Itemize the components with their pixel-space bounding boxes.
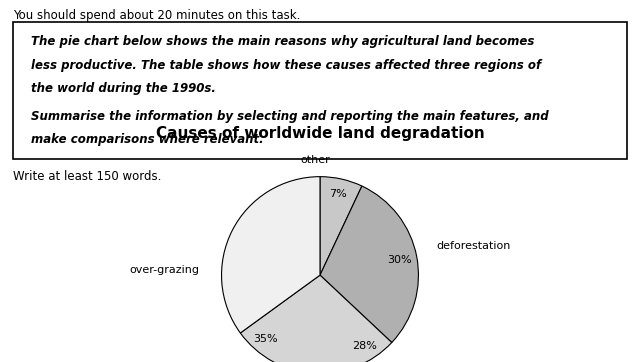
Wedge shape — [320, 186, 419, 342]
Text: deforestation: deforestation — [436, 241, 511, 251]
Text: other: other — [300, 155, 330, 165]
Text: make comparisons where relevant.: make comparisons where relevant. — [31, 133, 264, 146]
Title: Causes of worldwide land degradation: Causes of worldwide land degradation — [156, 126, 484, 141]
Text: 7%: 7% — [329, 189, 347, 199]
Wedge shape — [221, 177, 320, 333]
Text: 35%: 35% — [253, 334, 278, 344]
Text: Summarise the information by selecting and reporting the main features, and: Summarise the information by selecting a… — [31, 110, 549, 123]
Text: 30%: 30% — [387, 255, 412, 265]
Text: the world during the 1990s.: the world during the 1990s. — [31, 82, 216, 95]
Text: Write at least 150 words.: Write at least 150 words. — [13, 170, 161, 183]
Wedge shape — [241, 275, 392, 362]
Text: 28%: 28% — [352, 341, 377, 351]
Text: You should spend about 20 minutes on this task.: You should spend about 20 minutes on thi… — [13, 9, 300, 22]
Wedge shape — [320, 177, 362, 275]
Text: over-grazing: over-grazing — [130, 265, 200, 275]
Text: less productive. The table shows how these causes affected three regions of: less productive. The table shows how the… — [31, 59, 541, 72]
FancyBboxPatch shape — [13, 22, 627, 159]
Text: The pie chart below shows the main reasons why agricultural land becomes: The pie chart below shows the main reaso… — [31, 35, 534, 49]
